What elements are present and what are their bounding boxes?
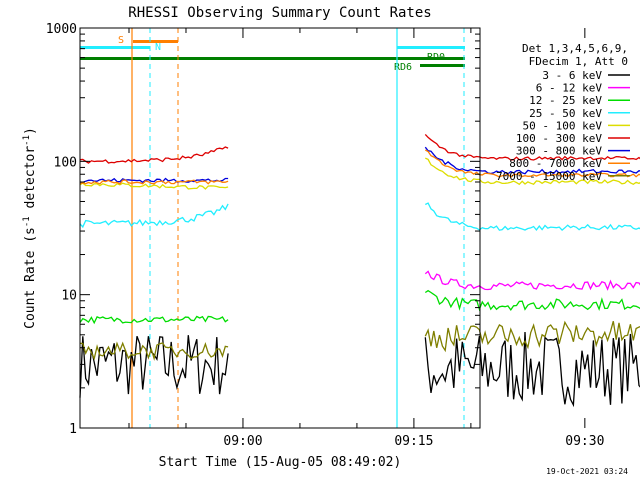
series-line [425, 157, 640, 186]
series-8 [79, 149, 640, 185]
series-line [79, 179, 229, 185]
series-line [424, 289, 640, 312]
series-line [79, 177, 229, 184]
x-tick-label: 09:00 [223, 434, 262, 449]
series-layer [79, 133, 640, 408]
series-7 [79, 146, 640, 184]
y-tick-label: 10 [61, 289, 77, 304]
series-line [424, 149, 640, 179]
series-5 [79, 157, 640, 190]
plot-frame [79, 27, 481, 429]
legend-label: 800 - 7000 keV [509, 157, 602, 170]
night-bar-left [80, 46, 150, 49]
series-line [79, 315, 229, 325]
rd0-bar [420, 64, 465, 67]
series-line [424, 320, 640, 353]
rd6-label: RD6 [394, 62, 412, 73]
rd0-label: RD0 [427, 52, 445, 63]
chart-title: RHESSI Observing Summary Count Rates [128, 5, 431, 21]
y-tick-label: 1 [69, 422, 77, 437]
legend-header-line2: FDecim 1, Att 0 [529, 55, 628, 68]
series-9 [79, 320, 640, 361]
legend-header-line1: Det 1,3,4,5,6,9, [522, 42, 628, 55]
y-tick-label: 100 [54, 155, 77, 170]
x-axis-label: Start Time (15-Aug-05 08:49:02) [159, 455, 402, 470]
y-tick-label: 1000 [46, 22, 77, 37]
legend-label: 3 - 6 keV [542, 69, 602, 82]
generation-timestamp: 19-Oct-2021 03:24 [546, 467, 628, 476]
y-axis-label: Count Rate (s-1 detector-1) [22, 127, 38, 329]
x-tick-label: 09:30 [565, 434, 604, 449]
night-bar-right [397, 46, 465, 49]
series-4 [79, 202, 640, 231]
x-tick-label: 09:15 [394, 434, 433, 449]
series-line [425, 202, 640, 231]
legend-label: 7000 - 15000 keV [496, 170, 602, 183]
saa-label: S [118, 35, 124, 46]
saa-bar [133, 40, 178, 43]
legend-label: 100 - 300 keV [516, 132, 602, 145]
series-line [424, 146, 640, 175]
series-line [79, 203, 229, 229]
series-2 [424, 270, 640, 291]
series-1 [79, 331, 640, 408]
series-line [79, 335, 229, 398]
legend-label: 12 - 25 keV [529, 94, 602, 107]
legend-label: 6 - 12 keV [536, 82, 603, 95]
flag-bars: S N RD0 RD6 [80, 35, 465, 73]
series-6 [79, 133, 640, 164]
series-line [79, 146, 229, 164]
legend: Det 1,3,4,5,6,9, FDecim 1, Att 0 3 - 6 k… [496, 42, 630, 183]
decimation-bar [80, 57, 465, 60]
event-lines [131, 28, 465, 428]
series-line [79, 182, 229, 190]
series-line [424, 331, 640, 408]
series-line [424, 270, 640, 291]
legend-label: 300 - 800 keV [516, 145, 602, 158]
legend-label: 50 - 100 keV [523, 119, 603, 132]
series-line [424, 133, 640, 161]
series-line [79, 341, 229, 361]
night-label: N [155, 42, 161, 53]
legend-label: 25 - 50 keV [529, 107, 602, 120]
series-3 [79, 289, 640, 325]
